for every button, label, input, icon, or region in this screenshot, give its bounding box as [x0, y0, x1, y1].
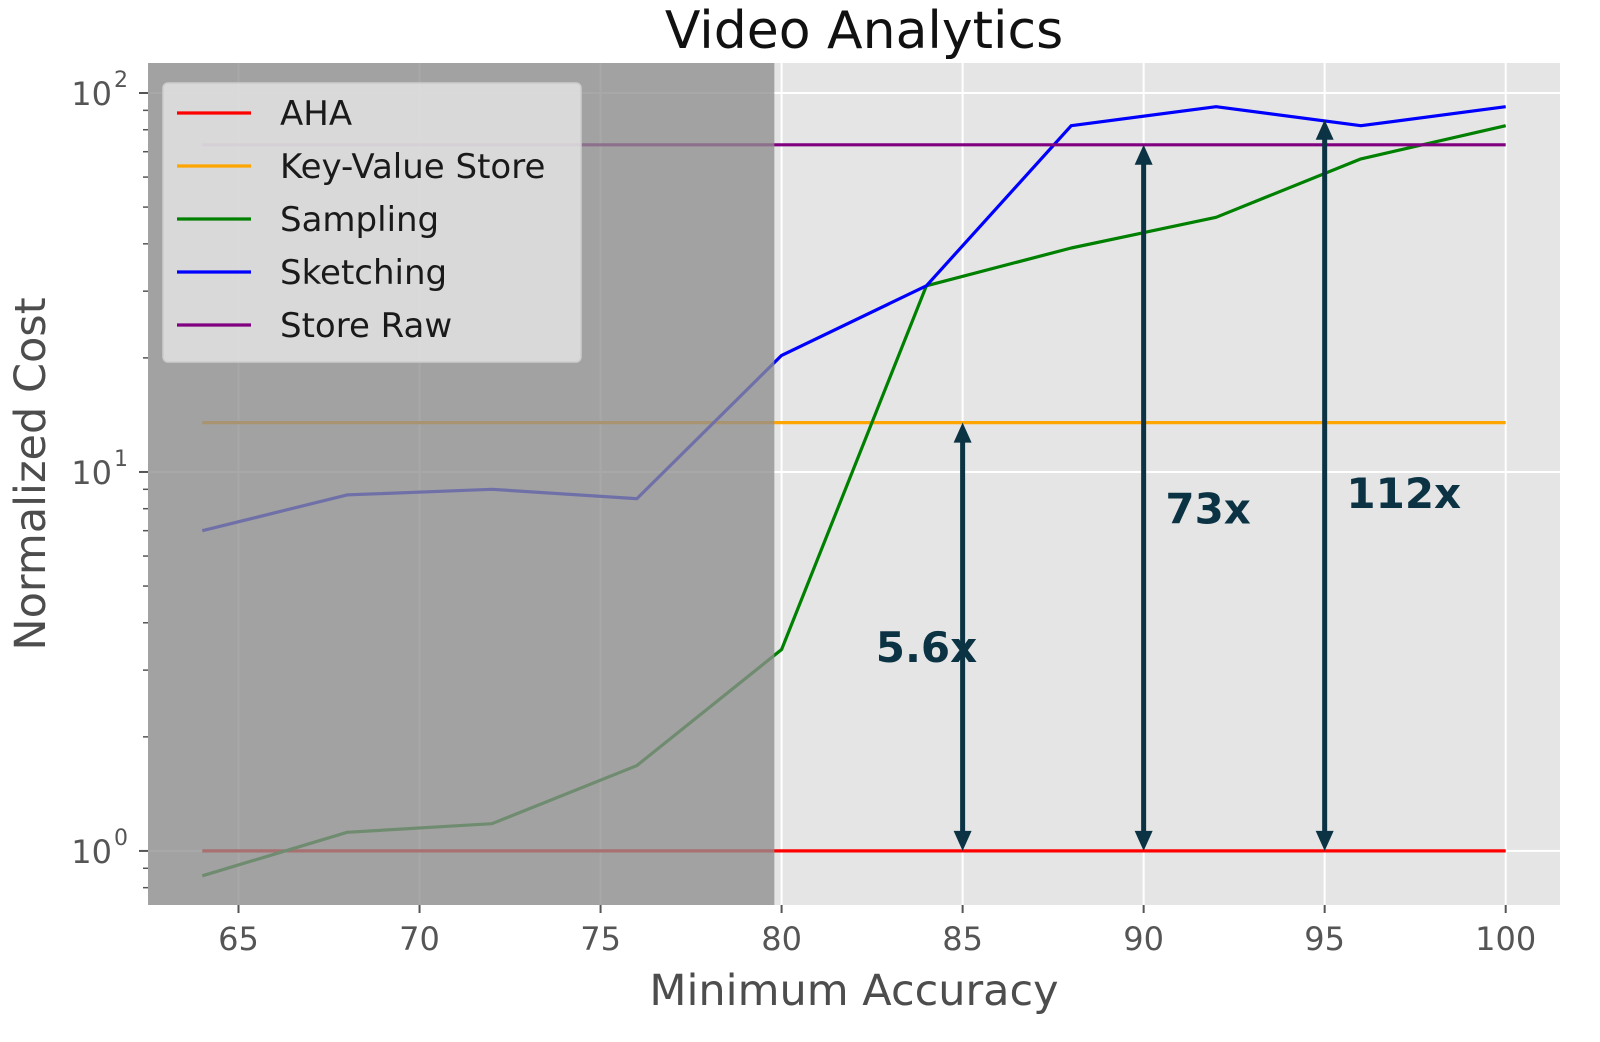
- annotation-arrow-head: [1315, 830, 1334, 851]
- x-tick-label: 90: [1123, 920, 1164, 958]
- y-tick-label-exponent: 0: [114, 826, 128, 851]
- annotation-arrow-head: [953, 422, 972, 443]
- x-axis-ticks: 65 70 75 80 85 90 95 100: [218, 905, 1536, 958]
- y-tick-label: 10: [71, 75, 112, 113]
- y-tick-label: 10: [71, 454, 112, 492]
- x-tick-label: 85: [942, 920, 983, 958]
- legend-box: [162, 82, 582, 363]
- annotation-arrow-head: [1134, 144, 1153, 165]
- x-tick-label: 95: [1304, 920, 1345, 958]
- legend-label-store-raw: Store Raw: [280, 306, 452, 346]
- annotation-label: 73x: [1165, 485, 1251, 534]
- legend-label-sketching: Sketching: [280, 253, 447, 293]
- annotations: 5.6x 73x 112x: [876, 119, 1461, 851]
- annotation-arrow-head: [1315, 119, 1334, 140]
- annotation-arrow-head: [1134, 830, 1153, 851]
- annotation-arrow-head: [953, 830, 972, 851]
- x-tick-label: 65: [218, 920, 259, 958]
- y-tick-label: 10: [71, 833, 112, 871]
- x-tick-label: 70: [399, 920, 440, 958]
- y-tick-label-exponent: 1: [114, 447, 128, 472]
- legend-label-sampling: Sampling: [280, 200, 439, 240]
- legend: AHA Key-Value Store Sampling Sketching Store…: [162, 82, 582, 363]
- x-tick-label: 100: [1475, 920, 1536, 958]
- x-tick-label: 80: [761, 920, 802, 958]
- legend-label-aha: AHA: [280, 94, 352, 134]
- chart-title: Video Analytics: [665, 1, 1063, 61]
- x-axis-label: Minimum Accuracy: [649, 966, 1058, 1016]
- y-tick-label-exponent: 2: [114, 68, 128, 93]
- legend-label-key-value-store: Key-Value Store: [280, 147, 545, 187]
- y-axis-label: Normalized Cost: [6, 297, 56, 650]
- x-tick-label: 75: [580, 920, 621, 958]
- annotation-label: 112x: [1346, 469, 1461, 518]
- annotation-label: 5.6x: [876, 623, 978, 672]
